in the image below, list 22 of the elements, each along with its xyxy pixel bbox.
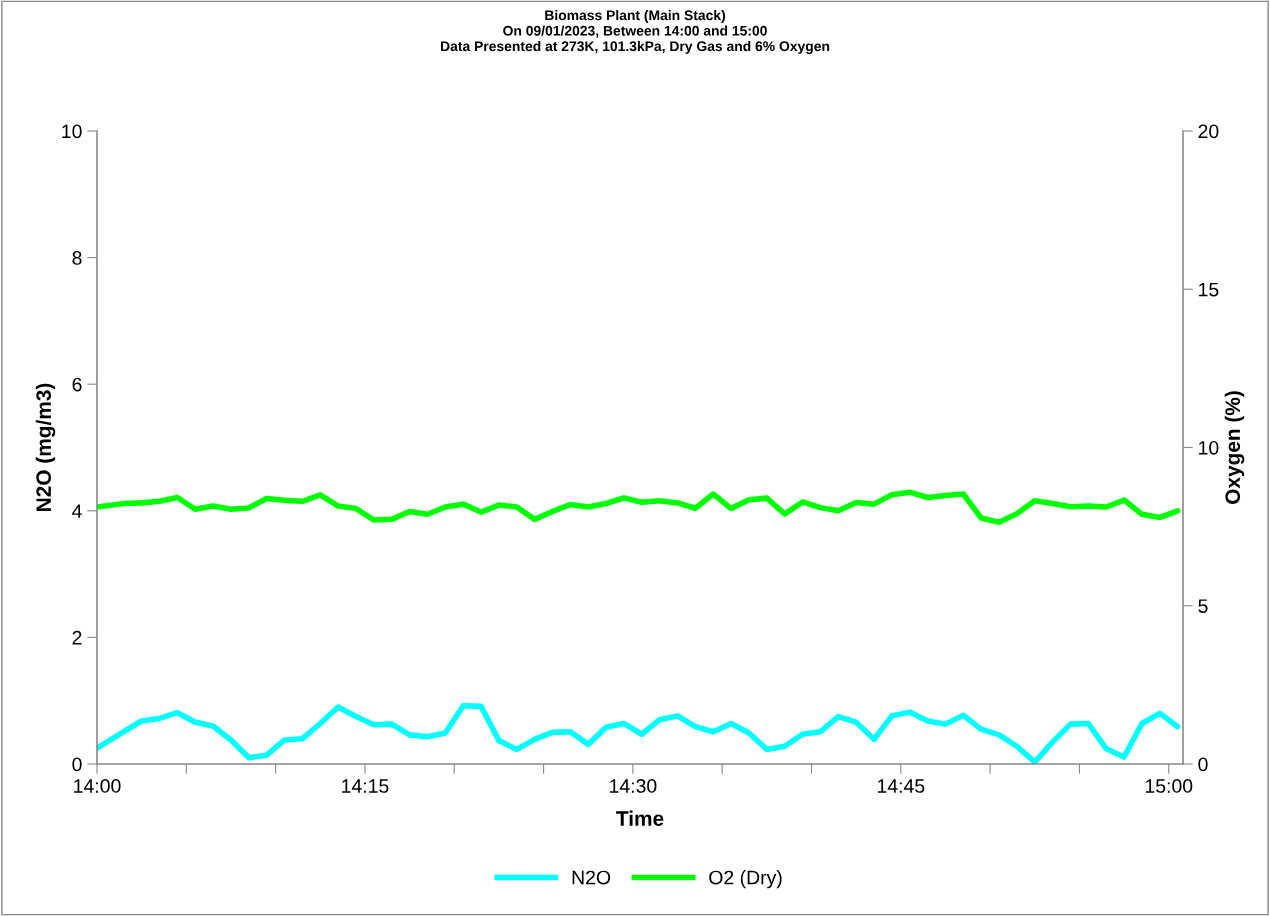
- legend-label: O2 (Dry): [709, 870, 782, 889]
- y-tick-label: 8: [72, 251, 82, 265]
- x-tick-label: 14:15: [342, 779, 389, 793]
- y-tick-label: 2: [72, 630, 82, 645]
- x-tick-label: 14:00: [74, 779, 121, 793]
- y2-axis-title: Oxygen (%): [1224, 391, 1245, 504]
- y-tick-label: 0: [72, 757, 82, 772]
- x-tick-label: 14:45: [877, 779, 925, 793]
- y-tick-label: 4: [72, 504, 82, 518]
- y2-tick-label: 5: [1198, 599, 1208, 613]
- chart-title: Biomass Plant (Main Stack) On 09/01/2023, Between 14:00 and 15:00 Data Presented at 273K, 101.3kPa, Dry Gas and 6% Oxygen: [441, 10, 830, 54]
- y-tick-label: 10: [62, 124, 82, 139]
- legend-label: N2O: [572, 870, 611, 885]
- x-tick-label: 14:30: [610, 779, 657, 793]
- y2-tick-label: 15: [1199, 282, 1219, 297]
- y2-tick-label: 10: [1199, 440, 1219, 455]
- x-axis-title: Time: [616, 810, 664, 826]
- y-tick-label: 6: [72, 377, 82, 392]
- x-tick-label: 15:00: [1145, 779, 1193, 793]
- y2-tick-label: 0: [1198, 757, 1208, 772]
- y-axis-title: N2O (mg/m3): [35, 383, 56, 511]
- y2-tick-label: 20: [1198, 124, 1219, 139]
